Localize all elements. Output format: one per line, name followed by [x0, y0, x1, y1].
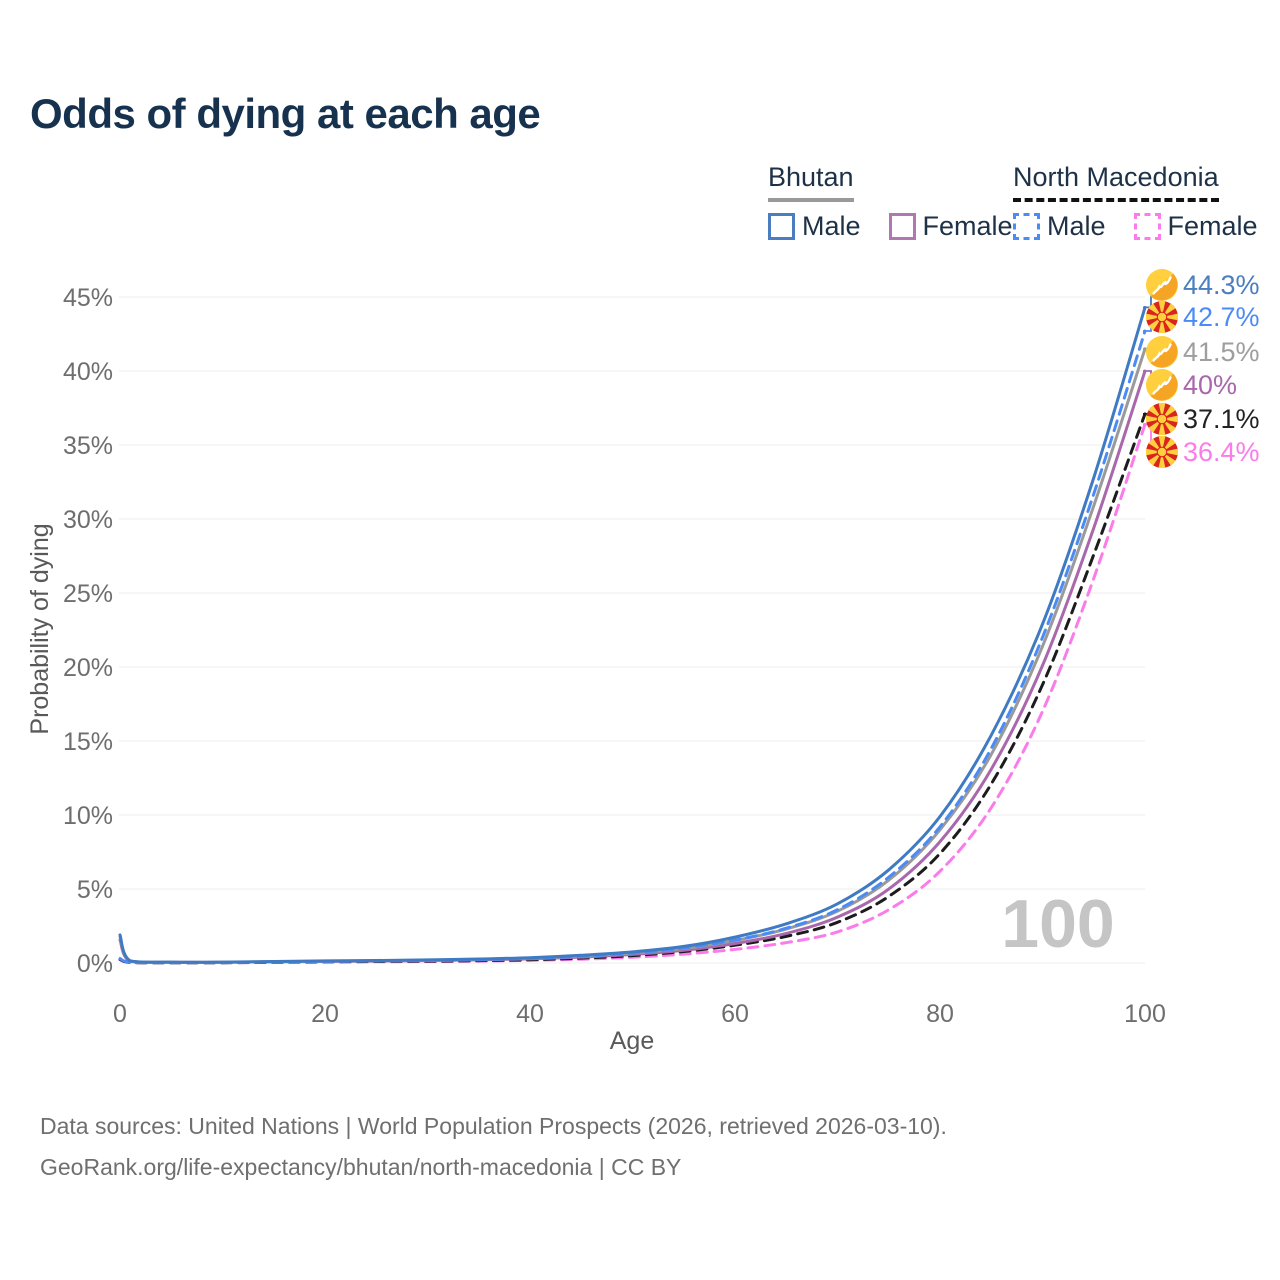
y-tick-label: 30%	[63, 506, 113, 534]
series-line-male-north-macedonia[interactable]	[118, 329, 1147, 965]
legend-label: Male	[802, 211, 861, 241]
x-tick-label: 20	[311, 1000, 339, 1028]
end-label-male-bhutan: 44.3%	[1146, 268, 1260, 302]
bhutan-flag-icon	[1146, 269, 1178, 301]
y-tick-label: 35%	[63, 432, 113, 460]
north-macedonia-flag-icon	[1146, 301, 1178, 333]
legend-country-north-macedonia[interactable]: North Macedonia	[1013, 162, 1219, 202]
data-sources-text: Data sources: United Nations | World Pop…	[40, 1113, 947, 1139]
y-tick-label: 0%	[77, 950, 113, 978]
nm-female-swatch-icon[interactable]	[1133, 213, 1161, 240]
x-tick-label: 40	[516, 1000, 544, 1028]
legend-label: Female	[1167, 211, 1258, 241]
legend-group-bhutan: Bhutan Male Female	[768, 162, 1013, 242]
legend-item-bhutan-male[interactable]: Male	[768, 211, 861, 242]
end-label-value: 42.7%	[1183, 301, 1260, 332]
end-label-female-bhutan: 40%	[1146, 368, 1237, 402]
page-title: Odds of dying at each age	[30, 90, 541, 137]
legend-label: Male	[1047, 211, 1106, 241]
legend-country-bhutan[interactable]: Bhutan	[768, 162, 854, 202]
y-axis-title: Probability of dying	[26, 523, 54, 734]
x-tick-label: 60	[721, 1000, 749, 1028]
bhutan-flag-icon	[1146, 336, 1178, 368]
north-macedonia-flag-icon	[1146, 403, 1178, 435]
legend-label: Female	[922, 211, 1013, 241]
bhutan-female-swatch-icon[interactable]	[888, 213, 916, 240]
end-label-value: 36.4%	[1183, 436, 1260, 467]
y-tick-label: 25%	[63, 580, 113, 608]
georank-link[interactable]: GeoRank.org/life-expectancy/bhutan/north…	[40, 1154, 682, 1181]
legend-item-nm-female[interactable]: Female	[1133, 211, 1258, 242]
north-macedonia-flag-icon	[1146, 436, 1178, 468]
series-line-both-north-macedonia[interactable]	[118, 412, 1147, 965]
end-label-male-north-macedonia: 42.7%	[1146, 300, 1260, 334]
bhutan-male-swatch-icon[interactable]	[768, 213, 795, 240]
y-tick-label: 20%	[63, 654, 113, 682]
y-tick-label: 40%	[63, 358, 113, 386]
end-label-value: 44.3%	[1183, 269, 1260, 300]
end-label-value: 40%	[1183, 369, 1238, 400]
x-axis-title: Age	[610, 1027, 654, 1055]
end-label-value: 37.1%	[1183, 403, 1260, 434]
bhutan-flag-icon	[1146, 369, 1178, 401]
x-tick-label: 0	[113, 1000, 127, 1028]
end-label-both-north-macedonia: 37.1%	[1146, 402, 1260, 436]
series-line-female-north-macedonia[interactable]	[118, 422, 1147, 965]
footer: Data sources: United Nations | World Pop…	[40, 1106, 947, 1189]
nm-male-swatch-icon[interactable]	[1013, 213, 1040, 240]
series-line-male-bhutan[interactable]	[118, 305, 1147, 964]
end-label-female-north-macedonia: 36.4%	[1146, 435, 1260, 469]
x-tick-label: 80	[926, 1000, 954, 1028]
legend-group-north-macedonia: North Macedonia Male Female	[1013, 162, 1258, 242]
end-label-value: 41.5%	[1183, 336, 1260, 367]
y-tick-label: 10%	[63, 802, 113, 830]
end-label-both-bhutan: 41.5%	[1146, 335, 1260, 369]
series-line-both-bhutan[interactable]	[118, 347, 1147, 964]
legend-item-nm-male[interactable]: Male	[1013, 211, 1106, 242]
y-tick-label: 45%	[63, 284, 113, 312]
legend-item-bhutan-female[interactable]: Female	[888, 211, 1013, 242]
x-tick-label: 100	[1124, 1000, 1166, 1028]
y-tick-label: 15%	[63, 728, 113, 756]
y-tick-label: 5%	[77, 876, 113, 904]
hover-age-watermark: 100	[1001, 886, 1114, 962]
